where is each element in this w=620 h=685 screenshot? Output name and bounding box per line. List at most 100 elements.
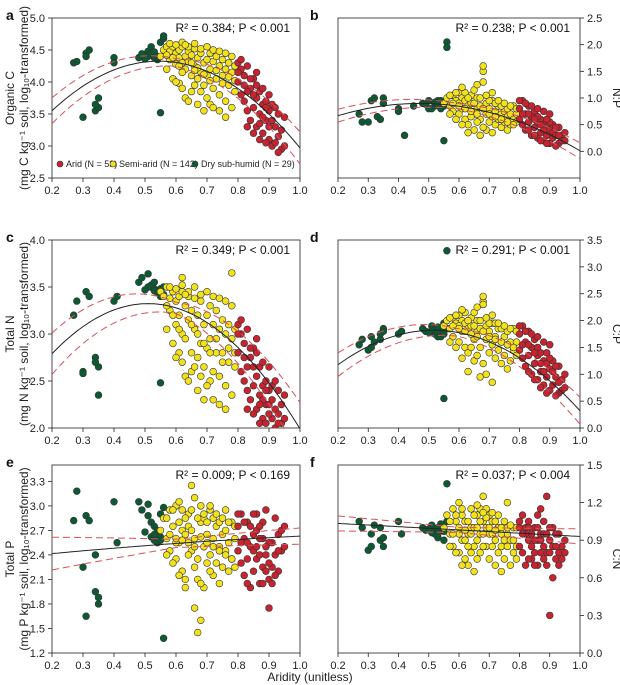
ci-lower-line <box>52 311 285 428</box>
point-arid <box>240 81 248 89</box>
point-semi-arid <box>178 281 186 289</box>
y-tick-label: 4.5 <box>30 45 45 57</box>
point-semi-arid <box>169 311 177 319</box>
point-dry-sub-humid <box>91 100 100 109</box>
point-arid <box>268 396 276 404</box>
point-arid <box>536 384 545 392</box>
point-semi-arid <box>190 39 199 48</box>
x-tick-label: 0.3 <box>75 185 90 197</box>
y-tick-label: 2.7 <box>30 525 45 537</box>
point-semi-arid <box>473 351 481 360</box>
x-tick-label: 0.4 <box>391 185 406 197</box>
point-semi-arid <box>476 373 484 381</box>
legend-label-semi-arid: Semi-arid (N = 142) <box>119 159 198 169</box>
y-tick-label: 0.9 <box>587 535 602 547</box>
point-semi-arid <box>200 396 208 404</box>
point-semi-arid <box>446 91 454 100</box>
point-dry-sub-humid <box>69 516 78 525</box>
point-arid <box>243 405 252 413</box>
point-arid <box>561 370 569 378</box>
point-semi-arid <box>473 80 481 89</box>
x-tick-label: 0.5 <box>137 185 152 197</box>
point-arid <box>274 419 282 427</box>
stat-text: R² = 0.009; P < 0.169 <box>175 468 290 482</box>
point-semi-arid <box>467 549 475 557</box>
point-semi-arid <box>494 511 503 519</box>
x-axis-label: Aridity (unitless) <box>267 670 352 684</box>
point-dry-sub-humid <box>400 131 409 140</box>
point-semi-arid <box>221 506 230 514</box>
x-tick-label: 1.0 <box>292 435 307 447</box>
point-semi-arid <box>497 567 506 576</box>
point-arid <box>265 410 273 418</box>
point-dry-sub-humid <box>94 600 103 608</box>
point-arid <box>271 377 279 385</box>
point-semi-arid <box>479 300 487 309</box>
y-tick-label: 1.2 <box>587 498 602 510</box>
point-arid <box>249 91 258 99</box>
point-dry-sub-humid <box>144 500 152 508</box>
legend-marker-dry-sub-humid <box>191 160 199 168</box>
y-tick-label: 3.5 <box>30 109 45 121</box>
point-semi-arid <box>446 110 454 118</box>
point-semi-arid <box>184 97 193 105</box>
point-dry-sub-humid <box>379 99 388 108</box>
point-dry-sub-humid <box>425 104 433 113</box>
stat-text: R² = 0.291; P < 0.001 <box>455 243 570 257</box>
point-arid <box>249 103 258 112</box>
point-dry-sub-humid <box>85 292 93 301</box>
point-semi-arid <box>178 68 186 77</box>
point-arid <box>252 372 261 380</box>
point-arid <box>546 611 554 620</box>
point-semi-arid <box>194 330 202 338</box>
point-arid <box>280 414 289 423</box>
point-semi-arid <box>181 575 190 584</box>
point-arid <box>536 136 545 145</box>
x-tick-label: 0.6 <box>168 660 183 672</box>
point-dry-sub-humid <box>138 273 146 282</box>
point-dry-sub-humid <box>91 551 100 559</box>
point-arid <box>243 123 252 131</box>
point-arid <box>552 362 560 370</box>
point-semi-arid <box>187 526 196 535</box>
point-dry-sub-humid <box>141 286 149 294</box>
point-arid <box>234 68 242 77</box>
point-semi-arid <box>194 386 202 395</box>
point-semi-arid <box>488 88 496 97</box>
point-semi-arid <box>461 555 469 563</box>
x-tick-label: 0.5 <box>421 435 436 447</box>
point-semi-arid <box>467 505 475 513</box>
point-arid <box>249 129 258 137</box>
point-arid <box>277 126 286 134</box>
point-semi-arid <box>221 97 230 105</box>
point-semi-arid <box>221 382 230 390</box>
panel-letter: c <box>6 229 14 245</box>
point-semi-arid <box>190 534 199 543</box>
point-semi-arid <box>221 113 230 121</box>
point-semi-arid <box>221 65 230 73</box>
point-semi-arid <box>476 343 484 352</box>
point-dry-sub-humid <box>91 358 100 366</box>
point-arid <box>521 327 530 336</box>
point-arid <box>546 536 554 544</box>
point-semi-arid <box>206 502 214 510</box>
point-dry-sub-humid <box>156 536 165 544</box>
point-dry-sub-humid <box>73 57 81 66</box>
point-dry-sub-humid <box>82 52 90 61</box>
point-semi-arid <box>506 561 515 569</box>
y-tick-label: 2.5 <box>30 376 45 388</box>
point-semi-arid <box>488 311 496 319</box>
x-tick-label: 1.0 <box>572 435 587 447</box>
point-dry-sub-humid <box>364 118 372 126</box>
point-dry-sub-humid <box>73 297 81 305</box>
y-tick-label: 3.5 <box>587 235 602 247</box>
panel-e: 0.2 0.3 0.4 0.5 0.6 0.7 0.8 0.9 1.0 1.2 1.5 1.8 2.1 2… <box>3 454 308 672</box>
point-dry-sub-humid <box>144 511 152 520</box>
plot-area <box>52 269 300 428</box>
point-dry-sub-humid <box>138 506 146 514</box>
point-arid <box>256 135 264 144</box>
point-arid <box>243 579 252 588</box>
point-arid <box>252 68 261 77</box>
y-axis-unit: (mg P kg⁻¹ soil, log₁₀-transformed) <box>17 467 31 650</box>
x-tick-label: 0.8 <box>512 185 527 197</box>
